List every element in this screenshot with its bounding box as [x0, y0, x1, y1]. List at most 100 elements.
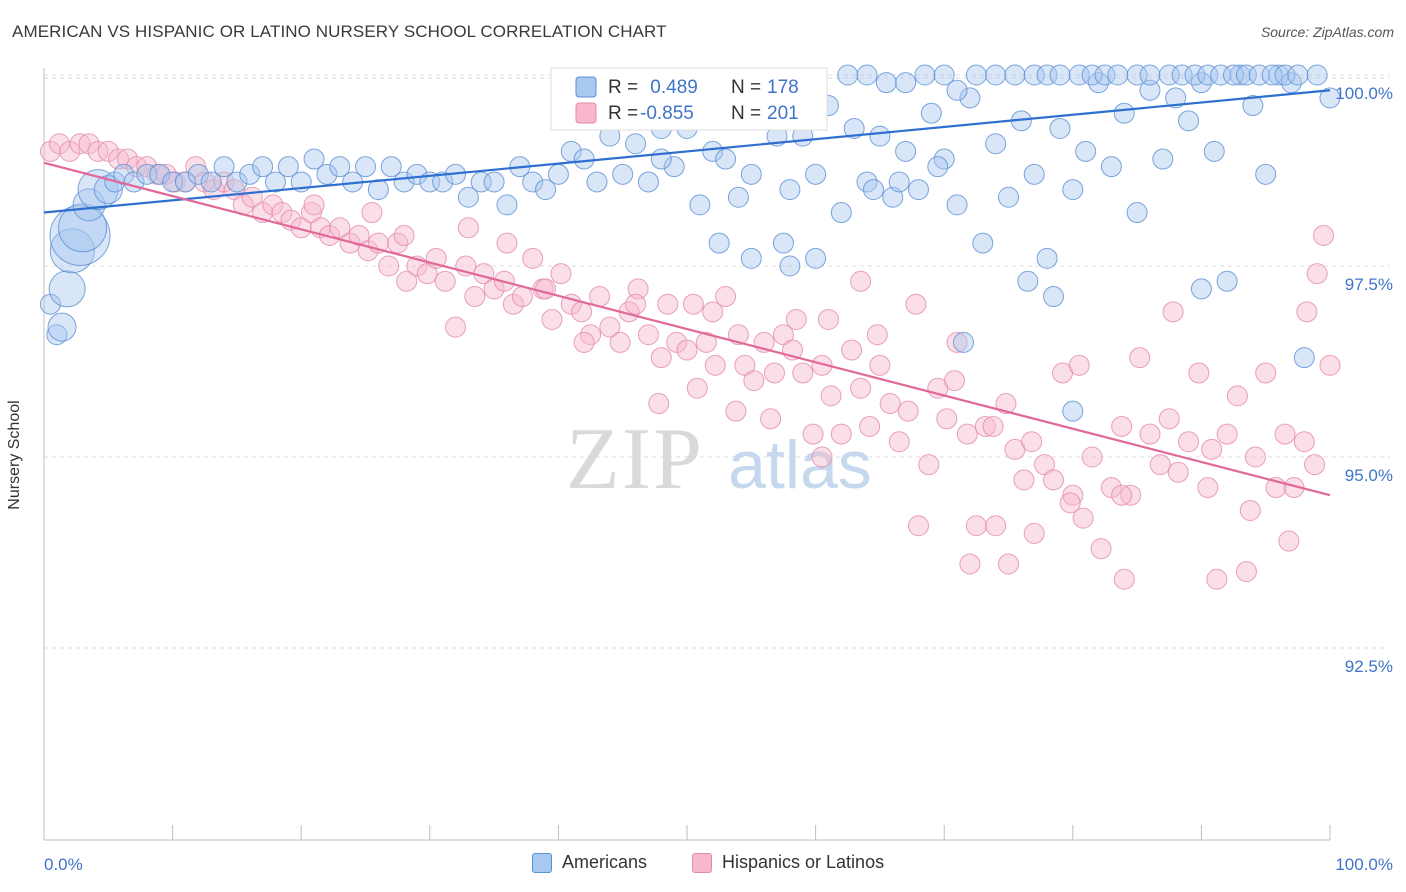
americans-point	[1184, 64, 1206, 86]
hispanics-point	[1278, 530, 1300, 552]
hispanics-point	[457, 217, 479, 239]
hispanics-point	[1306, 263, 1328, 285]
americans-point	[740, 247, 762, 269]
americans-point	[1062, 179, 1084, 201]
americans-point	[277, 156, 299, 178]
hispanics-point	[974, 415, 996, 437]
americans-point	[805, 247, 827, 269]
americans-point	[727, 186, 749, 208]
hispanics-point	[657, 293, 679, 315]
americans-point	[843, 117, 865, 139]
americans-point	[1094, 64, 1116, 86]
hispanics-point	[830, 423, 852, 445]
americans-point	[1165, 87, 1187, 109]
americans-point	[47, 312, 77, 342]
americans-point	[637, 171, 659, 193]
americans-point	[1017, 270, 1039, 292]
americans-point	[1178, 110, 1200, 132]
americans-point	[1171, 64, 1193, 86]
hispanics-point	[1304, 454, 1326, 476]
americans-point	[1223, 64, 1245, 86]
americans-point	[1049, 117, 1071, 139]
hispanics-point	[573, 331, 595, 353]
legend-item-hispanics: Hispanics or Latinos	[692, 852, 884, 873]
hispanics-point	[946, 331, 968, 353]
americans-point	[1113, 102, 1135, 124]
hispanics-point	[850, 377, 872, 399]
hispanics-point	[1059, 492, 1081, 514]
hispanics-point	[136, 156, 158, 178]
americans-point	[1043, 286, 1065, 308]
hispanics-point	[1023, 522, 1045, 544]
hispanics-point	[1043, 469, 1065, 491]
y-tick-label-3: 100.0%	[1335, 84, 1393, 103]
hispanics-point	[1216, 423, 1238, 445]
hispanics-point	[682, 293, 704, 315]
americans-point	[39, 293, 61, 315]
americans-point	[1274, 64, 1296, 86]
hispanics-point	[715, 286, 737, 308]
hispanics-point	[1068, 354, 1090, 376]
americans-point	[1261, 64, 1283, 86]
americans-point	[547, 163, 569, 185]
hispanics-point	[998, 553, 1019, 575]
hispanics-point	[271, 202, 293, 224]
hispanics-point	[361, 202, 383, 224]
americans-point	[406, 163, 428, 185]
hispanics-point	[943, 370, 965, 392]
hispanics-point	[48, 133, 70, 155]
americans-point	[1126, 64, 1148, 86]
americans-point	[875, 72, 897, 94]
americans-point	[1139, 79, 1161, 101]
hispanics-point	[648, 393, 670, 415]
americans-point	[1242, 95, 1264, 117]
hispanics-point	[1021, 431, 1043, 453]
americans-point	[496, 194, 518, 216]
hispanics-point	[907, 515, 929, 537]
y-tick-label-2: 97.5%	[1345, 275, 1393, 294]
americans-point	[573, 148, 595, 170]
americans-point	[1229, 64, 1251, 86]
americans-point	[1248, 64, 1270, 86]
americans-point	[1319, 87, 1341, 109]
y-tick-labels: 92.5% 95.0% 97.5% 100.0%	[1335, 84, 1393, 676]
americans-point	[1036, 247, 1058, 269]
hispanics-point	[985, 515, 1007, 537]
americans-point	[49, 204, 111, 266]
hispanics-point	[725, 400, 747, 422]
americans-point	[914, 64, 936, 86]
hispanics-point	[859, 415, 881, 437]
americans-point	[779, 179, 801, 201]
hispanics-point	[1090, 538, 1112, 560]
americans-point	[972, 232, 994, 254]
americans-point	[946, 194, 968, 216]
hispanics-point	[959, 553, 981, 575]
hispanics-point	[637, 324, 659, 346]
legend-swatch-hispanics-bottom	[692, 852, 712, 873]
hispanics-point	[1206, 568, 1228, 590]
hispanics-point	[1239, 499, 1261, 521]
hispanics-point	[1013, 469, 1035, 491]
legend-swatch-americans-bottom	[532, 852, 552, 873]
americans-point	[535, 179, 557, 201]
americans-point	[136, 163, 158, 185]
americans-point	[920, 102, 942, 124]
hispanics-point	[956, 423, 978, 445]
americans-point	[1107, 64, 1129, 86]
americans-point	[907, 179, 929, 201]
hispanics-point	[1149, 454, 1171, 476]
hispanics-point	[1255, 362, 1277, 384]
americans-point	[174, 171, 196, 193]
americans-point	[1062, 400, 1084, 422]
hispanics-point	[727, 324, 749, 346]
legend-r-value-2: -0.855	[640, 103, 694, 124]
hispanics-point	[59, 140, 81, 162]
americans-point	[837, 64, 859, 86]
americans-point	[888, 171, 910, 193]
hispanics-point	[1158, 408, 1180, 430]
legend-label-americans: Americans	[562, 852, 648, 872]
americans-point	[48, 270, 86, 308]
legend-swatch-americans	[575, 76, 597, 98]
hispanics-point	[1167, 461, 1189, 483]
americans-point	[264, 171, 286, 193]
